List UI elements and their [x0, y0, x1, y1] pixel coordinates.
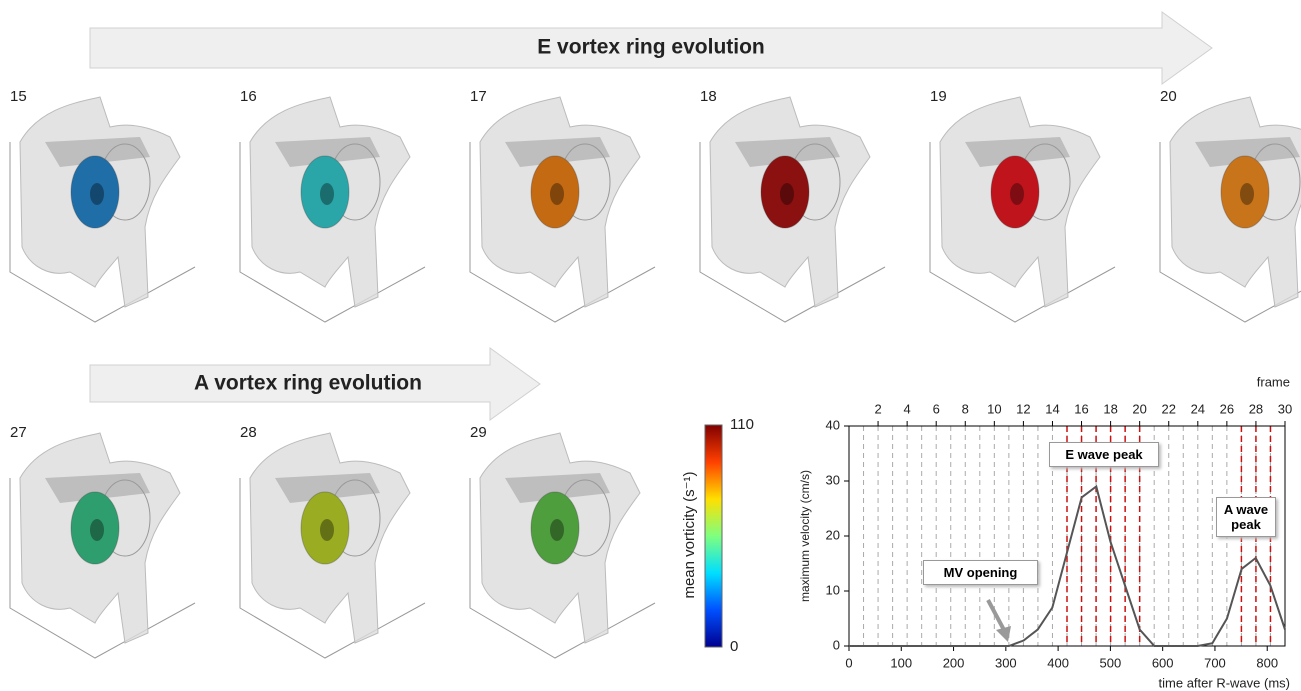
heart-panel: 17	[470, 88, 655, 322]
x2-tick-label: 4	[904, 401, 911, 416]
colorbar-tick-label: 110	[730, 416, 754, 433]
ring-hole	[780, 183, 794, 205]
mv-arrowhead	[996, 626, 1011, 642]
x2-tick-label: 8	[962, 401, 969, 416]
frame-label: 19	[930, 88, 947, 105]
heart-panel: 18	[700, 88, 885, 322]
x-tick-label: 100	[890, 655, 912, 670]
ring-hole	[90, 519, 104, 541]
x2-tick-label: 6	[933, 401, 940, 416]
x2-tick-label: 12	[1016, 401, 1030, 416]
x2-tick-label: 24	[1191, 401, 1205, 416]
x2-axis-label: frame	[1257, 374, 1290, 389]
frame-label: 29	[470, 424, 487, 441]
ring-hole	[1010, 183, 1024, 205]
x-tick-label: 400	[1047, 655, 1069, 670]
x2-tick-label: 30	[1278, 401, 1292, 416]
ring-hole	[90, 183, 104, 205]
ring-hole	[320, 183, 334, 205]
x2-tick-label: 18	[1103, 401, 1117, 416]
colorbar-label: mean vorticity (s⁻¹)	[681, 471, 698, 598]
ring-hole	[550, 519, 564, 541]
y-tick-label: 0	[833, 637, 840, 652]
x2-tick-label: 20	[1132, 401, 1146, 416]
frame-label: 20	[1160, 88, 1177, 105]
x-tick-label: 800	[1256, 655, 1278, 670]
e-arrow-label: E vortex ring evolution	[537, 36, 765, 59]
x-axis-label: time after R-wave (ms)	[1159, 675, 1290, 690]
frame-label: 18	[700, 88, 717, 105]
mv-arrow	[988, 600, 1004, 630]
ring-hole	[550, 183, 564, 205]
x2-tick-label: 28	[1249, 401, 1263, 416]
frame-label: 17	[470, 88, 487, 105]
x-tick-label: 200	[943, 655, 965, 670]
x2-tick-label: 16	[1074, 401, 1088, 416]
annotation: E wave peak	[1049, 442, 1159, 467]
y-axis-label: maximum velocity (cm/s)	[798, 470, 812, 602]
ring-hole	[320, 519, 334, 541]
heart-panel: 27	[10, 424, 195, 658]
y-tick-label: 10	[826, 582, 840, 597]
heart-panel: 20	[1160, 88, 1301, 322]
x-tick-label: 700	[1204, 655, 1226, 670]
x2-tick-label: 26	[1220, 401, 1234, 416]
frame-label: 28	[240, 424, 257, 441]
y-tick-label: 20	[826, 527, 840, 542]
annotation: MV opening	[923, 560, 1038, 585]
canvas: E vortex ring evolution A vortex ring ev…	[0, 0, 1301, 691]
x2-tick-label: 14	[1045, 401, 1059, 416]
x-tick-label: 300	[995, 655, 1017, 670]
heart-panel: 16	[240, 88, 425, 322]
figure: E vortex ring evolution A vortex ring ev…	[0, 0, 1301, 691]
heart-panel: 19	[930, 88, 1115, 322]
y-tick-label: 30	[826, 472, 840, 487]
colorbar-tick-label: 0	[730, 638, 738, 655]
frame-label: 15	[10, 88, 27, 105]
y-tick-label: 40	[826, 417, 840, 432]
x2-tick-label: 10	[987, 401, 1001, 416]
x-tick-label: 0	[845, 655, 852, 670]
annotation: A wave peak	[1216, 497, 1276, 537]
heart-panel: 15	[10, 88, 195, 322]
heart-panel: 28	[240, 424, 425, 658]
frame-label: 27	[10, 424, 27, 441]
frame-label: 16	[240, 88, 257, 105]
heart-panel: 29	[470, 424, 655, 658]
x2-tick-label: 22	[1161, 401, 1175, 416]
ring-hole	[1240, 183, 1254, 205]
x-tick-label: 500	[1100, 655, 1122, 670]
colorbar	[705, 425, 722, 647]
x-tick-label: 600	[1152, 655, 1174, 670]
a-arrow-label: A vortex ring evolution	[194, 372, 422, 395]
x2-tick-label: 2	[874, 401, 881, 416]
